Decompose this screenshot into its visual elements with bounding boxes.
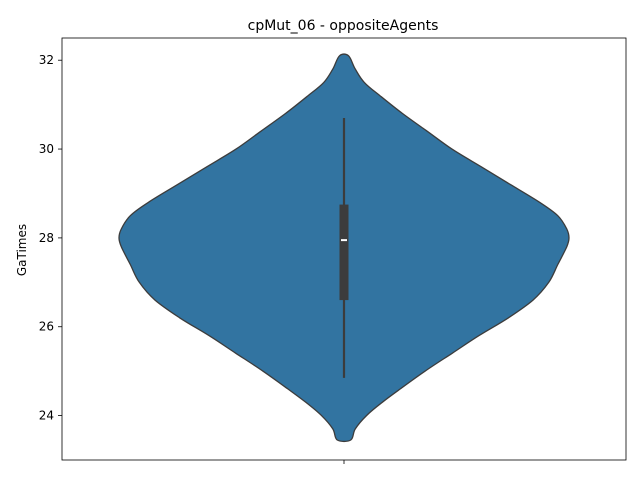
y-tick-label: 24 xyxy=(39,409,54,423)
y-tick-label: 32 xyxy=(39,53,54,67)
interquartile-box xyxy=(339,204,349,301)
y-tick-label: 28 xyxy=(39,231,54,245)
plot-frame xyxy=(61,37,627,461)
box-layer xyxy=(339,117,349,378)
chart-title: cpMut_06 - oppositeAgents xyxy=(248,18,439,34)
y-axis: 24 26 28 30 32 xyxy=(39,53,62,423)
y-tick-label: 30 xyxy=(39,142,54,156)
y-tick-label: 26 xyxy=(39,320,54,334)
y-axis-label: GaTimes xyxy=(15,224,29,276)
